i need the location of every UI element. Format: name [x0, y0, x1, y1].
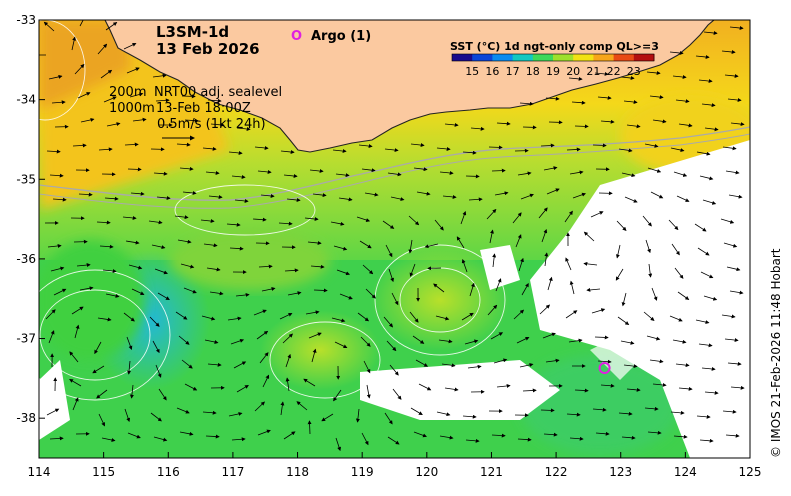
scale-label: 0.5m/s (1kt 24h) — [157, 117, 266, 132]
credit-label: © IMOS 21-Feb-2026 11:48 Hobart — [769, 248, 783, 458]
y-tick-label: -37 — [16, 332, 36, 346]
product-title: L3SM-1d — [156, 23, 229, 41]
y-tick-label: -36 — [16, 252, 36, 266]
colorbar-tick-label: 22 — [607, 65, 621, 78]
y-tick-label: -35 — [16, 172, 36, 186]
colorbar-segment — [492, 54, 513, 61]
x-tick-label: 117 — [221, 465, 244, 479]
colorbar-tick-label: 19 — [546, 65, 560, 78]
current-arrow — [489, 147, 502, 148]
colorbar-tick-label: 16 — [485, 65, 499, 78]
x-tick-label: 125 — [739, 465, 762, 479]
current-arrow — [314, 290, 327, 291]
argo-legend-label: Argo (1) — [311, 29, 371, 44]
colorbar-segment — [513, 54, 534, 61]
y-tick-label: -38 — [16, 411, 36, 425]
x-tick-label: 116 — [157, 465, 180, 479]
y-tick-label: -33 — [16, 13, 36, 27]
x-tick-label: 115 — [92, 465, 115, 479]
colorbar-segment — [593, 54, 614, 61]
colorbar-segment — [573, 54, 594, 61]
colorbar-segment — [533, 54, 554, 61]
product-date: 13 Feb 2026 — [156, 40, 260, 58]
x-tick-label: 122 — [545, 465, 568, 479]
colorbar-segment — [472, 54, 493, 61]
x-tick-label: 123 — [609, 465, 632, 479]
x-tick-label: 114 — [28, 465, 51, 479]
colorbar-tick-label: 17 — [506, 65, 520, 78]
colorbar-segment — [634, 54, 655, 61]
depth-label-200m: 200m — [109, 85, 146, 100]
colorbar-tick-label: 15 — [465, 65, 479, 78]
colorbar-segment — [553, 54, 574, 61]
argo-legend-symbol: O — [291, 29, 302, 44]
time-label: 13-Feb 18:00Z — [156, 101, 251, 116]
colorbar-segment — [452, 54, 473, 61]
depth-label-1000m: 1000m — [109, 101, 155, 116]
colorbar-title: SST (°C) 1d ngt-only comp QL>=3 — [450, 40, 659, 53]
colorbar-tick-label: 21 — [586, 65, 600, 78]
current-arrow — [309, 421, 310, 434]
colorbar-segment — [614, 54, 635, 61]
x-tick-label: 118 — [286, 465, 309, 479]
product-label: NRT00 adj. sealevel — [154, 85, 282, 100]
x-tick-label: 120 — [415, 465, 438, 479]
colorbar-tick-label: 18 — [526, 65, 540, 78]
x-tick-label: 121 — [480, 465, 503, 479]
x-tick-label: 119 — [351, 465, 374, 479]
colorbar-tick-label: 23 — [627, 65, 641, 78]
current-arrow — [593, 145, 606, 146]
y-tick-label: -34 — [16, 93, 36, 107]
x-tick-label: 124 — [674, 465, 697, 479]
colorbar-tick-label: 20 — [566, 65, 580, 78]
